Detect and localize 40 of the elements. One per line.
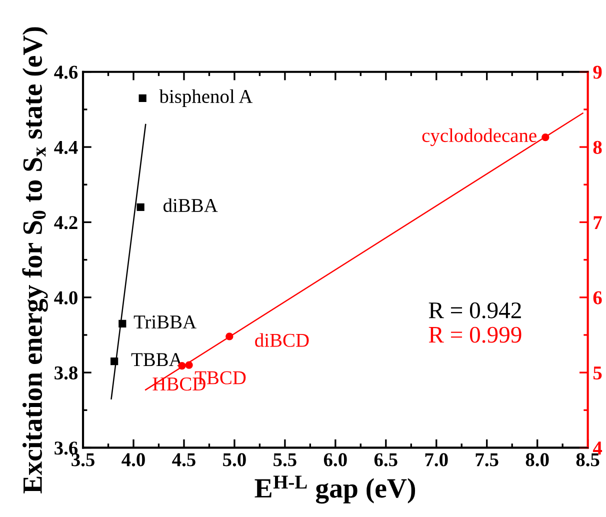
point	[185, 361, 193, 369]
x-axis-title: E$^{H-L}$ gap (eV)	[254, 476, 416, 504]
point	[226, 332, 234, 340]
annotation: TriBBA	[134, 315, 196, 328]
y-tick-label: 3.6	[54, 442, 78, 455]
y2-tick-label: 6	[593, 291, 602, 304]
x-tick-label: 5.5	[274, 453, 296, 466]
x-tick-label: 4.5	[172, 453, 196, 466]
y-tick-label: 4.0	[54, 291, 78, 304]
y-tick-label: 4.4	[54, 140, 78, 154]
point	[136, 203, 144, 211]
annotation: bisphenol A	[159, 89, 253, 107]
x-tick-label: 8.0	[526, 453, 549, 466]
x-tick-label: 6.0	[324, 453, 347, 466]
point	[118, 320, 126, 328]
annotation: cyclododecane	[422, 128, 536, 146]
text: R = 0.999	[428, 326, 522, 343]
y2-tick-label: 8	[593, 140, 602, 154]
x-tick-label: 4.0	[122, 453, 145, 466]
y2-tick-label: 5	[593, 366, 602, 380]
text: R = 0.942	[428, 302, 521, 318]
x-tick-label: 7.5	[476, 453, 498, 466]
point	[542, 133, 550, 142]
y2-tick-label: 4	[592, 442, 602, 454]
y2-tick-label: 9	[593, 66, 602, 79]
annotation: TBBA	[131, 353, 183, 366]
annotation: diBCD	[255, 333, 309, 347]
y-tick-label: 4.2	[54, 216, 78, 230]
point	[138, 94, 146, 102]
x-tick-label: 8.5	[576, 453, 600, 466]
y2-tick-label: 7	[594, 216, 602, 229]
annotation: diBBA	[163, 198, 218, 212]
x-tick-label: 3.5	[72, 453, 94, 466]
x-tick-label: 6.5	[374, 453, 398, 466]
y-tick-label: 4.6	[54, 66, 78, 79]
y-tick-label: 3.8	[54, 366, 78, 380]
y-axis-title: Excitation energy for S$_{0}$ to S$_{x}$ state (eV)	[22, 27, 48, 494]
x-tick-label: 7.0	[425, 453, 448, 466]
point	[110, 357, 118, 366]
x-tick-label: 5.0	[223, 453, 246, 466]
